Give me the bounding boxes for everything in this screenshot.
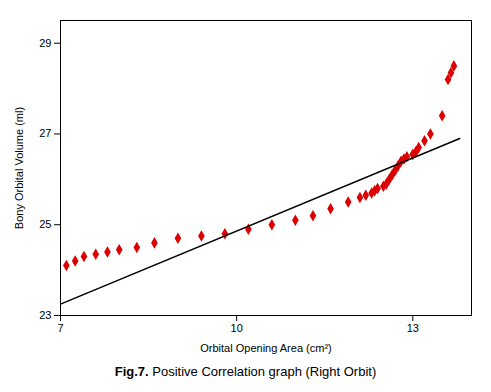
svg-text:29: 29 xyxy=(39,37,51,49)
svg-text:23: 23 xyxy=(39,309,51,321)
svg-text:10: 10 xyxy=(231,322,243,334)
svg-text:13: 13 xyxy=(407,322,419,334)
svg-text:25: 25 xyxy=(39,218,51,230)
svg-text:27: 27 xyxy=(39,127,51,139)
svg-text:Orbital Opening Area (cm²): Orbital Opening Area (cm²) xyxy=(200,342,331,354)
html-text:Fig.7. Positive Correlation gr: Fig.7. Positive Correlation graph (Right… xyxy=(114,364,377,379)
svg-text:Bony Orbital Volume (ml): Bony Orbital Volume (ml) xyxy=(13,107,25,229)
svg-text:7: 7 xyxy=(57,322,63,334)
